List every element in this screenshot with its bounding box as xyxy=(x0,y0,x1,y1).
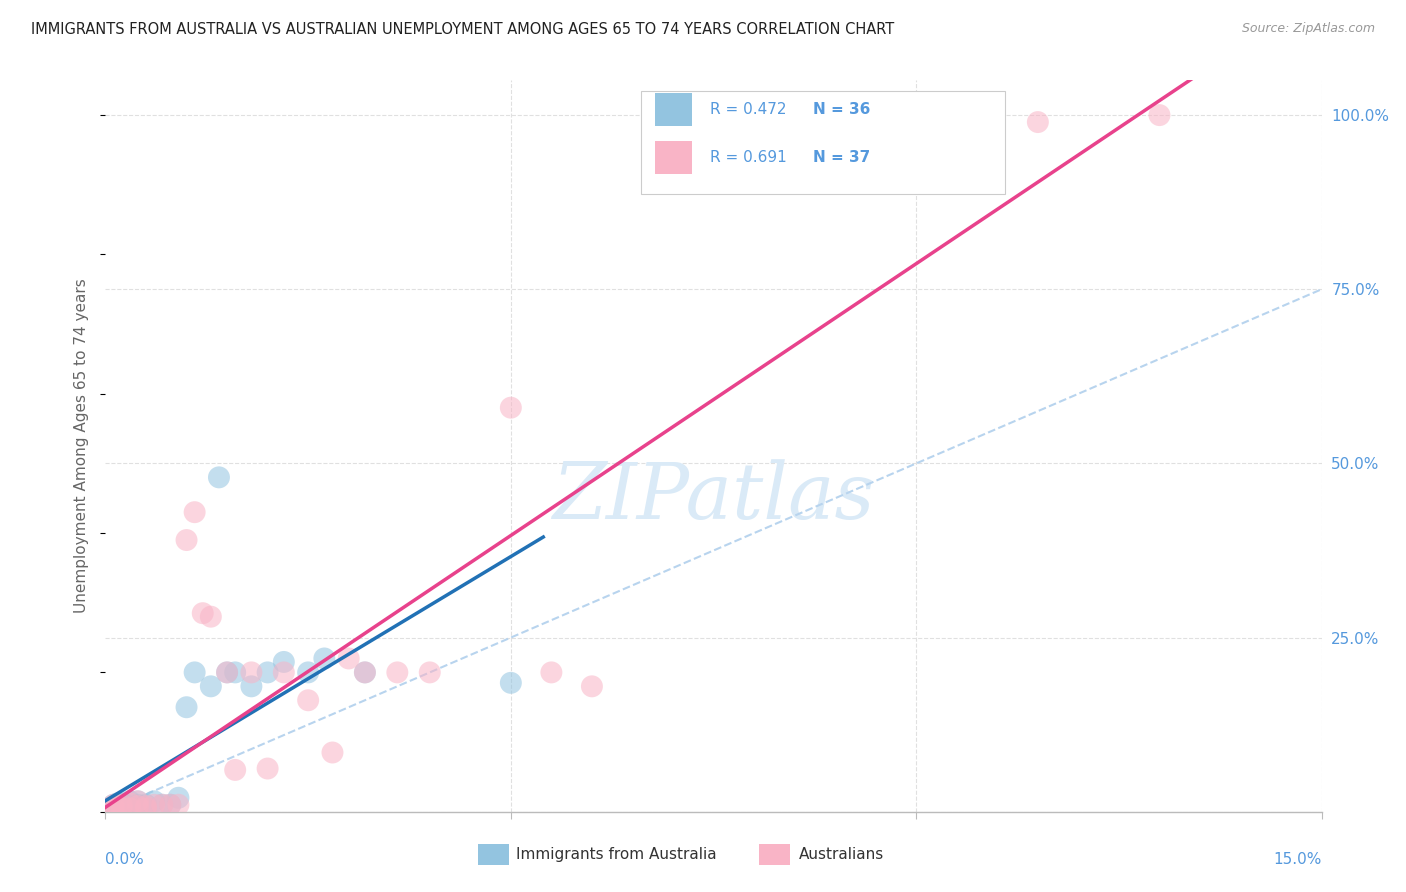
Point xyxy=(499,676,522,690)
Point xyxy=(103,797,125,812)
Point xyxy=(98,801,121,815)
Point xyxy=(176,700,198,714)
Text: N = 37: N = 37 xyxy=(813,150,870,165)
Point xyxy=(337,651,360,665)
Point xyxy=(150,797,173,812)
Point xyxy=(240,679,263,693)
Point xyxy=(419,665,441,680)
FancyBboxPatch shape xyxy=(641,91,1005,194)
Text: Australians: Australians xyxy=(799,847,884,862)
Point xyxy=(118,794,141,808)
Point xyxy=(143,794,166,808)
Text: R = 0.691: R = 0.691 xyxy=(710,150,786,165)
Point xyxy=(224,763,246,777)
Point xyxy=(111,801,134,815)
FancyBboxPatch shape xyxy=(655,141,692,174)
Point xyxy=(217,665,239,680)
Text: Immigrants from Australia: Immigrants from Australia xyxy=(516,847,717,862)
Point xyxy=(135,801,157,815)
Point xyxy=(183,665,205,680)
Point xyxy=(107,799,129,814)
Point xyxy=(103,799,125,814)
Point xyxy=(217,665,239,680)
Point xyxy=(273,665,295,680)
Point xyxy=(159,797,181,812)
Point xyxy=(98,801,121,815)
Point xyxy=(111,797,134,811)
Point xyxy=(111,799,134,814)
Point xyxy=(143,797,166,812)
Point xyxy=(135,801,157,815)
Point xyxy=(297,665,319,680)
Point xyxy=(111,797,134,812)
Point xyxy=(191,606,214,620)
FancyBboxPatch shape xyxy=(655,93,692,126)
Point xyxy=(387,665,409,680)
Text: R = 0.472: R = 0.472 xyxy=(710,102,786,117)
Point xyxy=(240,665,263,680)
Point xyxy=(1149,108,1171,122)
Point xyxy=(127,794,149,808)
Text: IMMIGRANTS FROM AUSTRALIA VS AUSTRALIAN UNEMPLOYMENT AMONG AGES 65 TO 74 YEARS C: IMMIGRANTS FROM AUSTRALIA VS AUSTRALIAN … xyxy=(31,22,894,37)
Point xyxy=(273,655,295,669)
Point xyxy=(118,801,141,815)
Text: 0.0%: 0.0% xyxy=(105,852,145,867)
Point xyxy=(200,609,222,624)
Point xyxy=(200,679,222,693)
Point xyxy=(540,665,562,680)
Text: N = 36: N = 36 xyxy=(813,102,870,117)
Point xyxy=(127,801,149,815)
Point xyxy=(1026,115,1049,129)
Point xyxy=(103,801,125,815)
Text: Source: ZipAtlas.com: Source: ZipAtlas.com xyxy=(1241,22,1375,36)
Point xyxy=(224,665,246,680)
Point xyxy=(297,693,319,707)
Point xyxy=(107,801,129,815)
Point xyxy=(135,797,157,812)
Point xyxy=(256,762,278,776)
Point xyxy=(321,746,343,760)
Point xyxy=(114,797,136,812)
Point xyxy=(183,505,205,519)
Point xyxy=(103,797,125,812)
Point xyxy=(499,401,522,415)
Text: 15.0%: 15.0% xyxy=(1274,852,1322,867)
Point xyxy=(118,799,141,814)
Point xyxy=(354,665,377,680)
Point xyxy=(100,803,122,817)
Point xyxy=(208,470,231,484)
Point xyxy=(103,801,125,815)
Point xyxy=(127,794,149,808)
Point xyxy=(118,797,141,811)
Point xyxy=(581,679,603,693)
Point xyxy=(118,801,141,815)
Text: ZIPatlas: ZIPatlas xyxy=(553,459,875,535)
Point xyxy=(167,797,190,812)
Point xyxy=(150,797,173,812)
Point xyxy=(354,665,377,680)
Point xyxy=(905,108,928,122)
Point xyxy=(176,533,198,547)
Y-axis label: Unemployment Among Ages 65 to 74 years: Unemployment Among Ages 65 to 74 years xyxy=(75,278,90,614)
Point xyxy=(159,797,181,812)
Point xyxy=(127,797,149,812)
Point xyxy=(107,797,129,811)
Point xyxy=(135,799,157,814)
Point xyxy=(256,665,278,680)
Point xyxy=(314,651,336,665)
Point xyxy=(167,790,190,805)
Point xyxy=(111,801,134,815)
Point xyxy=(127,799,149,814)
